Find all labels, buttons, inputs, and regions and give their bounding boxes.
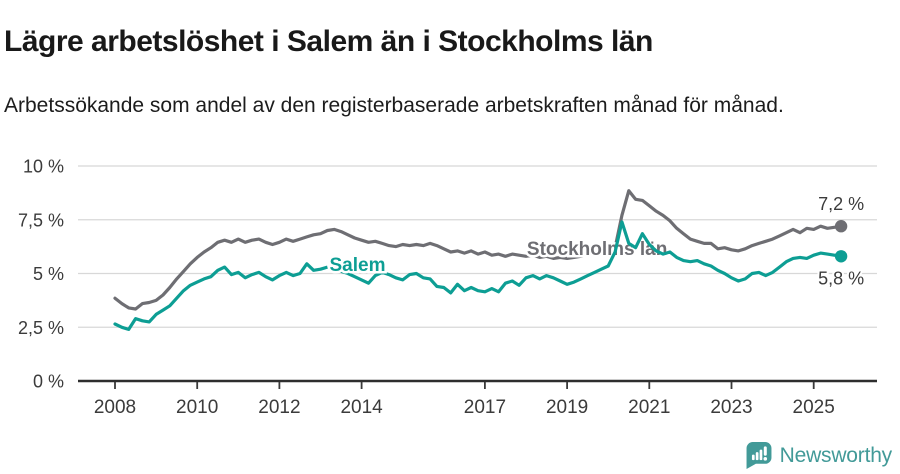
- x-tick-label: 2008: [94, 397, 136, 418]
- series-label-salem: Salem: [329, 255, 385, 276]
- page-subtitle: Arbetssökande som andel av den registerb…: [4, 94, 784, 117]
- x-tick-label: 2025: [793, 397, 835, 418]
- series-line-stockholms-l-n: [113, 189, 843, 311]
- x-tick-label: 2012: [258, 397, 300, 418]
- end-dot-salem: [834, 250, 848, 263]
- y-tick-label: 7,5 %: [18, 210, 64, 230]
- newsworthy-brand: Newsworthy: [746, 442, 892, 469]
- x-tick-label: 2023: [710, 397, 752, 418]
- x-tick-label: 2021: [628, 397, 670, 418]
- x-tick-label: 2019: [546, 397, 588, 418]
- y-tick-label: 5 %: [33, 264, 64, 284]
- end-value-label-salem: 5,8 %: [818, 268, 864, 288]
- series-line-salem: [113, 220, 843, 331]
- end-dot-stockholms-l-n: [834, 220, 848, 233]
- x-tick-label: 2010: [176, 397, 218, 418]
- page-title: Lägre arbetslöshet i Salem än i Stockhol…: [4, 25, 653, 59]
- brand-name: Newsworthy: [779, 443, 893, 467]
- end-value-label-stockholms-l-n: 7,2 %: [818, 194, 864, 214]
- x-tick-label: 2014: [340, 397, 383, 418]
- newsworthy-logo-icon: [746, 442, 772, 469]
- y-tick-label: 0 %: [33, 372, 64, 392]
- x-tick-label: 2017: [464, 397, 506, 418]
- unemployment-line-chart: 0 % 2,5 % 5 % 7,5 % 10 % 2008 2010 2012 2014 2017…: [18, 157, 877, 418]
- y-tick-label: 10 %: [23, 157, 64, 177]
- y-tick-label: 2,5 %: [18, 318, 64, 338]
